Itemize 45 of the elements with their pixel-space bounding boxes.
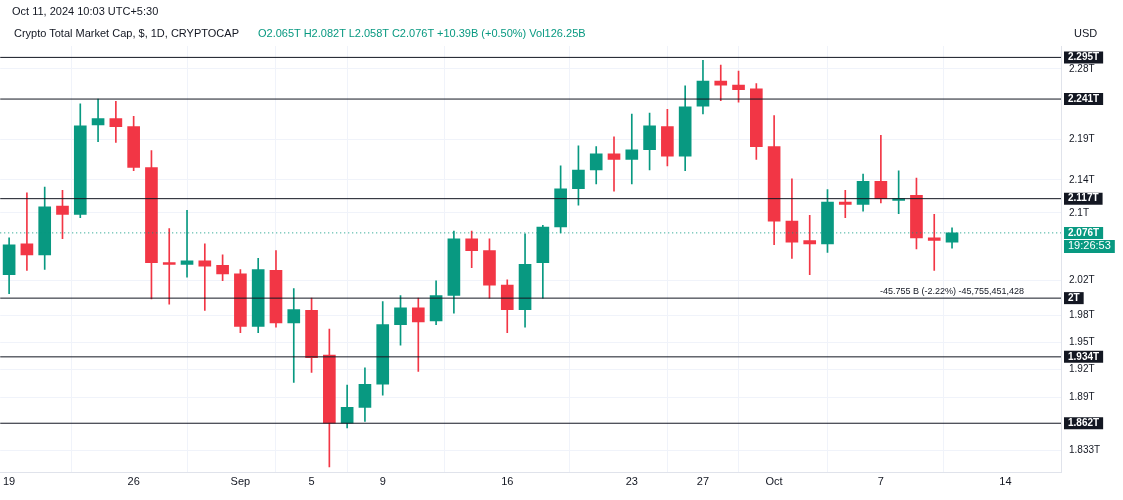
- candlestick: [625, 113, 639, 185]
- y-tick-label: 1.89T: [1069, 390, 1095, 402]
- y-tick-label: 1.833T: [1069, 444, 1101, 456]
- candlestick: [714, 64, 728, 101]
- y-tick-label: 1.98T: [1069, 309, 1095, 321]
- x-tick-label: 5: [308, 475, 315, 488]
- candlestick: [838, 190, 852, 219]
- ref-line-label: 1.934T: [1068, 350, 1100, 362]
- y-tick-label: 1.92T: [1069, 363, 1095, 375]
- text: 19:26:53: [1068, 238, 1111, 251]
- annotation: -45.755 B (-2.22%) -45,755,451,428: [879, 286, 1025, 297]
- x-tick-label: 9: [379, 475, 386, 488]
- x-tick-label: 16: [501, 475, 514, 488]
- y-tick-label: 1.95T: [1069, 336, 1095, 348]
- candlestick: [803, 214, 817, 276]
- y-tick-label: 2.19T: [1069, 133, 1095, 145]
- candlestick: [287, 288, 301, 383]
- y-tick-label: 2.02T: [1069, 274, 1095, 286]
- ref-line-label: 2.241T: [1068, 92, 1100, 104]
- ref-line-label: 1.862T: [1068, 416, 1100, 428]
- candlestick: [607, 136, 621, 192]
- x-tick-label: Oct: [765, 475, 783, 488]
- x-tick-label: Sep: [230, 475, 251, 488]
- y-axis-title: USD: [1074, 27, 1098, 39]
- x-tick-label: 7: [877, 475, 884, 488]
- chart-title: Crypto Total Market Cap, $, 1D, CRYPTOCAP: [14, 27, 239, 39]
- text: Oct 11, 2024 10:03 UTC+5:30: [12, 5, 159, 17]
- ref-line-label: 2.295T: [1068, 51, 1100, 63]
- candlestick: [109, 101, 123, 143]
- y-tick-label: 2.1T: [1069, 206, 1090, 218]
- candlestick: [162, 228, 176, 305]
- chart-subtitle: O2.065T H2.082T L2.058T C2.076T +10.39B (+0.50%) Vol126.25B: [258, 27, 586, 39]
- y-tick-label: 2.14T: [1069, 173, 1095, 185]
- candlestick: [411, 297, 425, 372]
- x-tick-label: 19: [2, 475, 16, 488]
- x-tick-label: 27: [696, 475, 710, 488]
- ref-line-label: 2T: [1068, 291, 1080, 303]
- x-tick-label: 23: [625, 475, 638, 488]
- ref-line-label: 2.076T: [1068, 226, 1100, 238]
- y-tick-label: 2.28T: [1069, 62, 1095, 74]
- candlestick: [927, 214, 941, 271]
- x-tick-label: 26: [127, 475, 140, 488]
- x-tick-label: 14: [999, 475, 1012, 488]
- ref-line-label: 2.117T: [1068, 192, 1099, 204]
- candlestick: [91, 98, 105, 143]
